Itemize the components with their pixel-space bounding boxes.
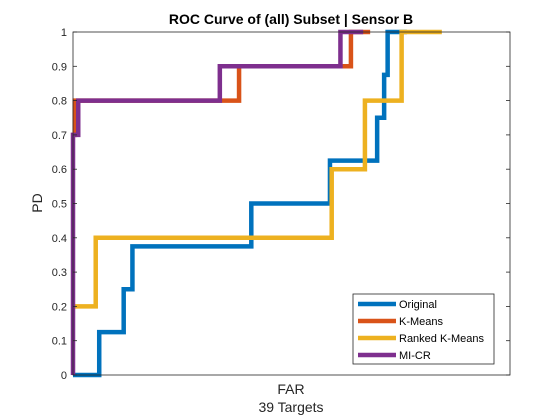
y-axis-label: PD — [29, 193, 45, 212]
legend-label: Ranked K-Means — [399, 333, 484, 345]
chart-title: ROC Curve of (all) Subset | Sensor B — [169, 11, 413, 27]
y-tick-label: 0.5 — [52, 199, 67, 211]
legend-label: Original — [399, 299, 437, 311]
x-axis-sublabel: 39 Targets — [258, 399, 323, 415]
y-tick-label: 0.7 — [52, 130, 67, 142]
y-tick-label: 0 — [61, 370, 67, 382]
y-tick-label: 0.6 — [52, 164, 67, 176]
y-tick-label: 0.4 — [52, 233, 67, 245]
y-tick-label: 0.3 — [52, 267, 67, 279]
y-tick-label: 1 — [61, 27, 67, 39]
y-tick-label: 0.2 — [52, 301, 67, 313]
y-tick-label: 0.8 — [52, 96, 67, 108]
y-axis-ticks: 0 0.1 0.2 0.3 0.4 0.5 0.6 0.7 0.8 0.9 1 — [52, 27, 510, 382]
legend: Original K-Means Ranked K-Means MI-CR — [352, 293, 495, 365]
series-line-ranked-k-means — [73, 29, 442, 309]
y-tick-label: 0.1 — [52, 336, 67, 348]
series-line-k-means — [72, 29, 371, 138]
legend-label: K-Means — [399, 316, 444, 328]
y-tick-label: 0.9 — [52, 61, 67, 73]
legend-label: MI-CR — [399, 350, 431, 362]
x-axis-label: FAR — [277, 381, 304, 397]
